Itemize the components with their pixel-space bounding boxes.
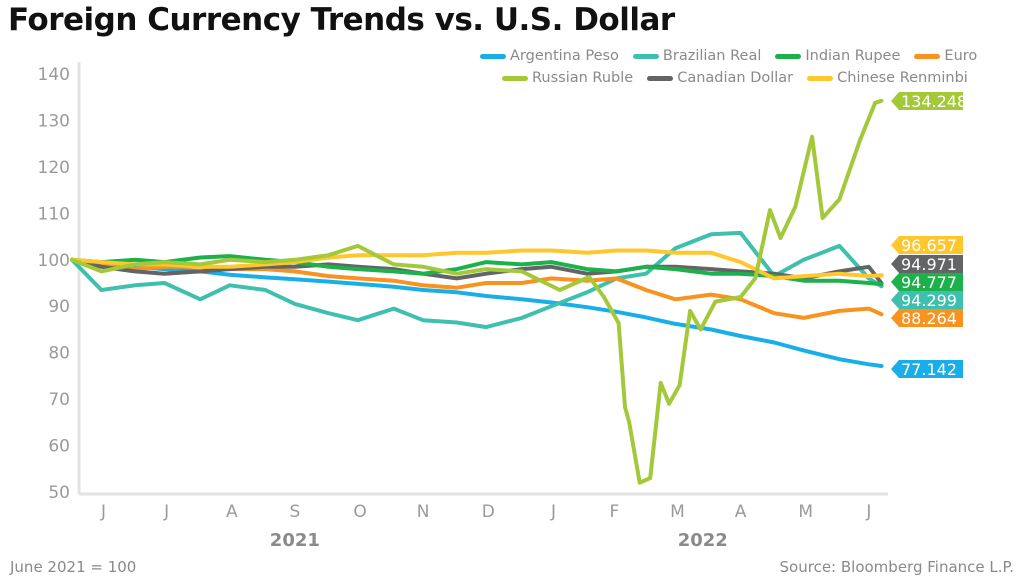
legend-item-canadian-dollar: Canadian Dollar [647,70,793,86]
legend-label: Russian Ruble [532,70,634,86]
year-label: 2022 [678,530,728,551]
x-tick-label: J [550,502,556,522]
y-tick-label: 130 [38,111,70,131]
end-value-tag [891,236,963,254]
source-note: Source: Bloomberg Finance L.P. [779,558,1014,576]
legend-swatch [480,53,506,59]
legend-item-brazilian-real: Brazilian Real [632,48,762,64]
y-tick-label: 90 [48,297,70,317]
end-value-label: 94.777 [901,273,957,292]
y-tick-label: 110 [38,204,70,224]
y-tick-label: 100 [38,251,70,271]
series-line-indian-rupee [70,254,884,287]
series-line-brazilian-real [70,230,884,330]
end-value-tag [891,92,963,110]
legend-label: Brazilian Real [662,48,762,64]
x-tick-label: N [417,502,430,522]
series-line-chinese-renminbi [70,248,884,281]
x-tick-label: A [226,502,238,522]
end-value-label: 88.264 [901,309,957,328]
legend-item-indian-rupee: Indian Rupee [775,48,900,64]
y-tick-label: 70 [48,390,70,410]
end-value-tag [891,360,963,378]
x-tick-label: D [482,502,495,522]
chart-title: Foreign Currency Trends vs. U.S. Dollar [8,2,675,38]
legend-label: Euro [944,48,978,64]
legend-swatch [647,75,674,81]
legend-item-argentina-peso: Argentina Peso [480,48,619,64]
x-tick-label: J [865,502,871,522]
y-tick-label: 60 [48,437,70,457]
x-tick-label: J [163,502,169,522]
legend-row: Russian Ruble Canadian Dollar Chinese Re… [480,70,1020,86]
x-tick-label: M [798,502,813,522]
end-value-tag [891,255,963,273]
legend-label: Canadian Dollar [677,70,794,86]
legend-item-russian-ruble: Russian Ruble [502,70,633,86]
legend-item-euro: Euro [914,48,977,64]
end-value-tag [891,309,963,327]
x-tick-label: A [735,502,747,522]
end-value-tag [891,273,963,291]
end-value-label: 134.248 [901,92,967,111]
x-tick-label: J [100,502,106,522]
y-tick-label: 80 [48,344,70,364]
legend: Argentina Peso Brazilian Real Indian Rup… [480,48,1020,92]
footnote: June 2021 = 100 [10,558,137,576]
legend-swatch [632,53,659,59]
y-tick-label: 50 [48,483,70,503]
legend-swatch [775,53,802,59]
legend-swatch [914,53,941,59]
legend-label: Chinese Renminbi [837,70,968,86]
x-tick-label: F [610,502,620,522]
x-tick-label: S [289,502,300,522]
legend-item-chinese-renminbi: Chinese Renminbi [807,70,968,86]
end-value-tag [891,291,963,309]
end-value-label: 77.142 [901,360,957,379]
series-line-russian-ruble [70,98,884,485]
legend-label: Indian Rupee [805,48,901,64]
series-line-euro [70,257,884,320]
end-value-label: 94.299 [901,291,957,310]
year-label: 2021 [270,530,320,551]
y-tick-label: 120 [38,158,70,178]
legend-swatch [807,75,834,81]
y-tick-label: 140 [38,65,70,85]
end-value-label: 96.657 [901,236,957,255]
legend-label: Argentina Peso [510,48,619,64]
legend-row: Argentina Peso Brazilian Real Indian Rup… [480,48,1020,64]
x-tick-label: M [670,502,685,522]
end-value-label: 94.971 [901,255,957,274]
legend-swatch [502,75,528,81]
x-tick-label: O [353,502,366,522]
